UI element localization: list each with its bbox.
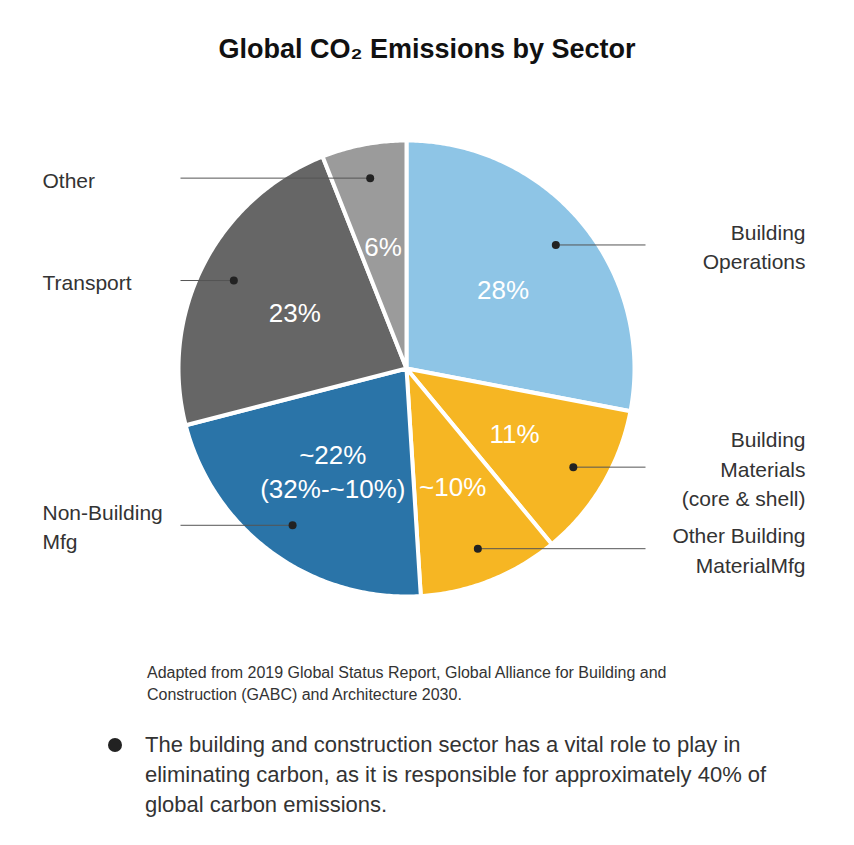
html-text:Adapted from 2019 Global Statu: Adapted from 2019 Global Status Report, … [147, 664, 667, 703]
svg-text:23%: 23% [269, 298, 321, 328]
svg-text:~22%(32%-~10%): ~22%(32%-~10%) [260, 440, 405, 504]
svg-text:6%: 6% [364, 232, 402, 262]
svg-text:Transport: Transport [43, 271, 132, 294]
svg-text:11%: 11% [489, 419, 539, 449]
html-text:Global CO₂ Emissions by Sector: Global CO₂ Emissions by Sector [218, 34, 636, 64]
svg-text:~10%: ~10% [419, 472, 486, 502]
svg-text:28%: 28% [477, 275, 529, 305]
svg-text:BuildingOperations: BuildingOperations [703, 221, 806, 273]
svg-text:BuildingMaterials(core & shell: BuildingMaterials(core & shell) [682, 428, 806, 510]
svg-text:Non-BuildingMfg: Non-BuildingMfg [43, 501, 163, 553]
svg-text:Other: Other [43, 169, 96, 192]
svg-text:Other BuildingMaterialMfg: Other BuildingMaterialMfg [672, 524, 805, 576]
html-text:The building and construction: The building and construction sector has… [145, 732, 767, 817]
